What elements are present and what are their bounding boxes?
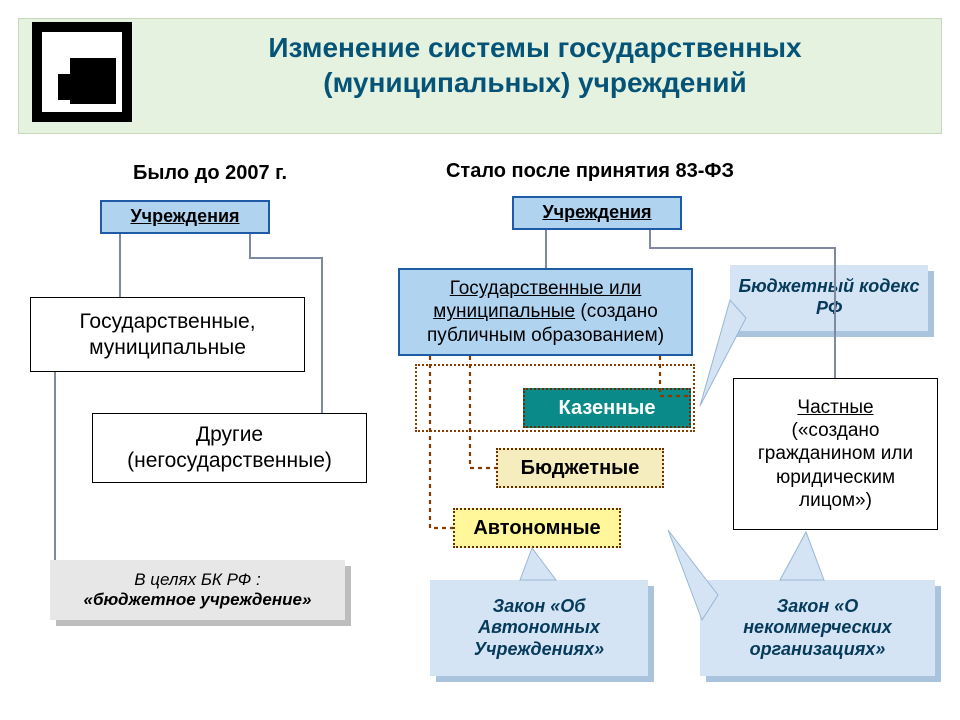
right-gosmun-line2: муниципальные	[433, 301, 575, 322]
left-state-node: Государственные, муниципальные	[30, 297, 305, 372]
left-footnote-plate: В целях БК РФ : «бюджетное учреждение»	[50, 560, 345, 620]
section-right-title: Стало после принятия 83-ФЗ	[420, 160, 760, 183]
right-private-node: Частные («создано гражданином или юридич…	[733, 378, 938, 530]
callout-auto: Закон «Об Автономных Учреждениях»	[430, 580, 648, 676]
right-private-head: Частные	[742, 396, 929, 419]
section-left-title: Было до 2007 г.	[90, 162, 330, 185]
logo-icon	[32, 22, 132, 122]
page-title: Изменение системы государственных (муниц…	[150, 30, 920, 100]
right-autonomous-node: Автономные	[453, 508, 621, 548]
callout-nko: Закон «О некоммерческих организациях»	[700, 580, 935, 676]
left-footnote-lead: В целях БК РФ :	[134, 570, 260, 590]
callout-bk: Бюджетный кодекс РФ	[730, 265, 928, 331]
left-root-node: Учреждения	[100, 200, 270, 234]
right-kazennye-node: Казенные	[523, 388, 691, 428]
title-line-1: Изменение системы государственных	[268, 32, 801, 63]
right-budget-node: Бюджетные	[496, 448, 664, 488]
title-line-2: (муниципальных) учреждений	[323, 67, 746, 98]
left-footnote-emph: «бюджетное учреждение»	[84, 590, 312, 610]
right-root-node: Учреждения	[512, 196, 682, 230]
right-gosmun-node: Государственные или муниципальные (созда…	[398, 268, 693, 356]
right-gosmun-line1: Государственные или	[450, 278, 642, 299]
left-other-node: Другие (негосударственные)	[92, 413, 367, 483]
right-private-paren: («создано гражданином или юридическим ли…	[742, 419, 929, 512]
